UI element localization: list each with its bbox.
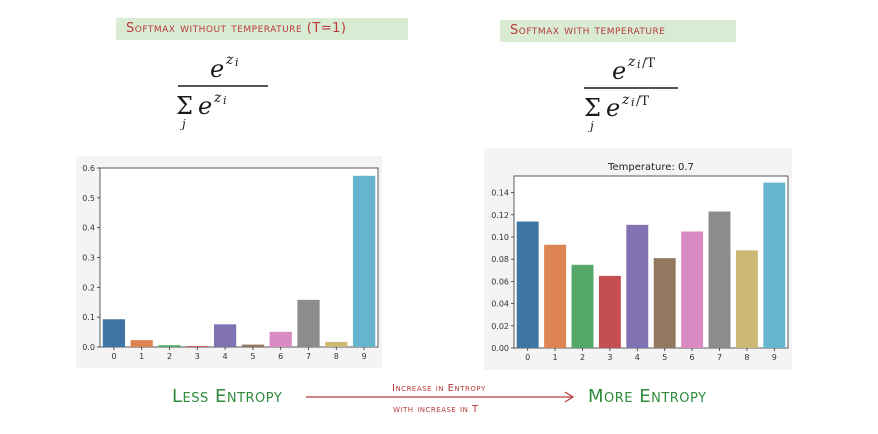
y-tick-label: 0.4 (82, 224, 95, 233)
x-tick-label: 1 (553, 353, 558, 362)
arrow-top-text: Increase in Entropy (392, 383, 486, 394)
bar (598, 275, 621, 348)
x-tick-label: 3 (195, 352, 200, 361)
y-tick-label: 0.1 (82, 313, 95, 322)
y-tick-label: 0.6 (82, 164, 95, 173)
bar (352, 175, 376, 347)
x-tick-label: 5 (662, 353, 667, 362)
bar (735, 250, 758, 348)
bar (544, 244, 567, 348)
bar (516, 221, 539, 348)
softmax-bar-chart: 0.0 0.1 0.2 0.3 0.4 0.5 0.6 0 1 2 3 4 5 6 7 8 9 (82, 164, 379, 361)
x-tick-label: 6 (690, 353, 695, 362)
bar (213, 324, 237, 347)
x-tick-label: 2 (167, 352, 172, 361)
svg-text:z: z (213, 90, 222, 106)
banner-softmax-without-temperature: Softmax without temperature (T=1) (116, 18, 408, 40)
svg-text:z: z (627, 54, 636, 70)
softmax-formula: e z i Σ j e z i (176, 52, 268, 130)
x-tick-label: 7 (306, 352, 311, 361)
bar (269, 331, 292, 347)
y-tick-label: 0.14 (491, 189, 509, 198)
svg-text:j: j (179, 117, 186, 130)
x-tick-label: 9 (362, 352, 367, 361)
x-tick-label: 0 (525, 353, 530, 362)
banner-right-text: Softmax with temperature (510, 23, 666, 38)
banner-left-text: Softmax without temperature (T=1) (126, 21, 347, 36)
svg-text:e: e (210, 55, 224, 83)
svg-text:Σ: Σ (176, 92, 193, 120)
y-tick-label: 0.10 (491, 233, 509, 242)
temperature-chart-panel: Temperature: 0.7 0.00 0.02 0.04 0.06 0.08 0.10… (484, 148, 792, 370)
banner-softmax-with-temperature: Softmax with temperature (500, 20, 736, 42)
x-tick-label: 0 (111, 352, 116, 361)
x-tick-label: 2 (580, 353, 585, 362)
more-entropy-text: More Entropy (588, 386, 707, 407)
y-tick-label: 0.12 (491, 211, 509, 220)
svg-text:/T: /T (642, 56, 655, 71)
x-tick-label: 4 (223, 352, 228, 361)
y-tick-label: 0.04 (491, 300, 509, 309)
x-tick-label: 5 (250, 352, 255, 361)
bar (763, 182, 786, 348)
bar (571, 264, 594, 348)
bar (626, 224, 649, 348)
svg-text:i: i (223, 94, 227, 107)
y-tick-label: 0.00 (491, 344, 509, 353)
x-tick-label: 9 (772, 353, 777, 362)
svg-text:e: e (198, 92, 212, 120)
arrow-label-bottom: with increase in T (393, 404, 479, 415)
y-tick-label: 0.02 (491, 322, 509, 331)
svg-text:j: j (587, 119, 594, 132)
x-tick-label: 4 (635, 353, 640, 362)
svg-text:Σ: Σ (584, 94, 601, 122)
bar (708, 211, 731, 348)
chart-title: Temperature: 0.7 (607, 162, 694, 173)
less-entropy-label: Less Entropy (172, 386, 282, 407)
svg-text:i: i (631, 96, 635, 109)
arrow-label-top: Increase in Entropy (392, 383, 486, 394)
svg-text:z: z (225, 52, 234, 68)
x-tick-label: 1 (139, 352, 144, 361)
bar (102, 319, 126, 347)
bar (681, 231, 704, 348)
softmax-temperature-formula: e z i /T Σ j e z i /T (584, 54, 678, 132)
right-arrow-icon (306, 391, 575, 403)
bar (297, 299, 320, 347)
y-tick-label: 0.0 (82, 343, 95, 352)
x-tick-label: 6 (278, 352, 283, 361)
bar (130, 340, 153, 347)
y-tick-label: 0.2 (82, 283, 95, 292)
arrow-bottom-text: with increase in T (393, 404, 479, 415)
y-tick-label: 0.3 (82, 254, 95, 263)
bar (325, 341, 348, 347)
svg-text:/T: /T (636, 94, 649, 109)
softmax-chart-panel: 0.0 0.1 0.2 0.3 0.4 0.5 0.6 0 1 2 3 4 5 6 7 8 9 (76, 156, 382, 368)
svg-text:z: z (621, 92, 630, 108)
bar (653, 258, 676, 348)
svg-text:i: i (637, 58, 641, 71)
y-tick-label: 0.08 (491, 255, 509, 264)
temperature-bar-chart: Temperature: 0.7 0.00 0.02 0.04 0.06 0.08 0.10… (491, 162, 789, 362)
y-tick-label: 0.06 (491, 277, 509, 286)
svg-text:e: e (606, 94, 620, 122)
plot-area (99, 167, 379, 348)
svg-text:e: e (612, 57, 626, 85)
more-entropy-label: More Entropy (588, 386, 707, 407)
x-tick-label: 8 (334, 352, 339, 361)
y-tick-label: 0.5 (82, 194, 95, 203)
svg-text:i: i (235, 56, 239, 69)
bar (158, 345, 181, 347)
x-tick-label: 7 (717, 353, 722, 362)
less-entropy-text: Less Entropy (172, 386, 283, 407)
x-tick-label: 8 (744, 353, 749, 362)
bar (186, 346, 209, 347)
x-tick-label: 3 (607, 353, 612, 362)
bar (241, 344, 265, 347)
